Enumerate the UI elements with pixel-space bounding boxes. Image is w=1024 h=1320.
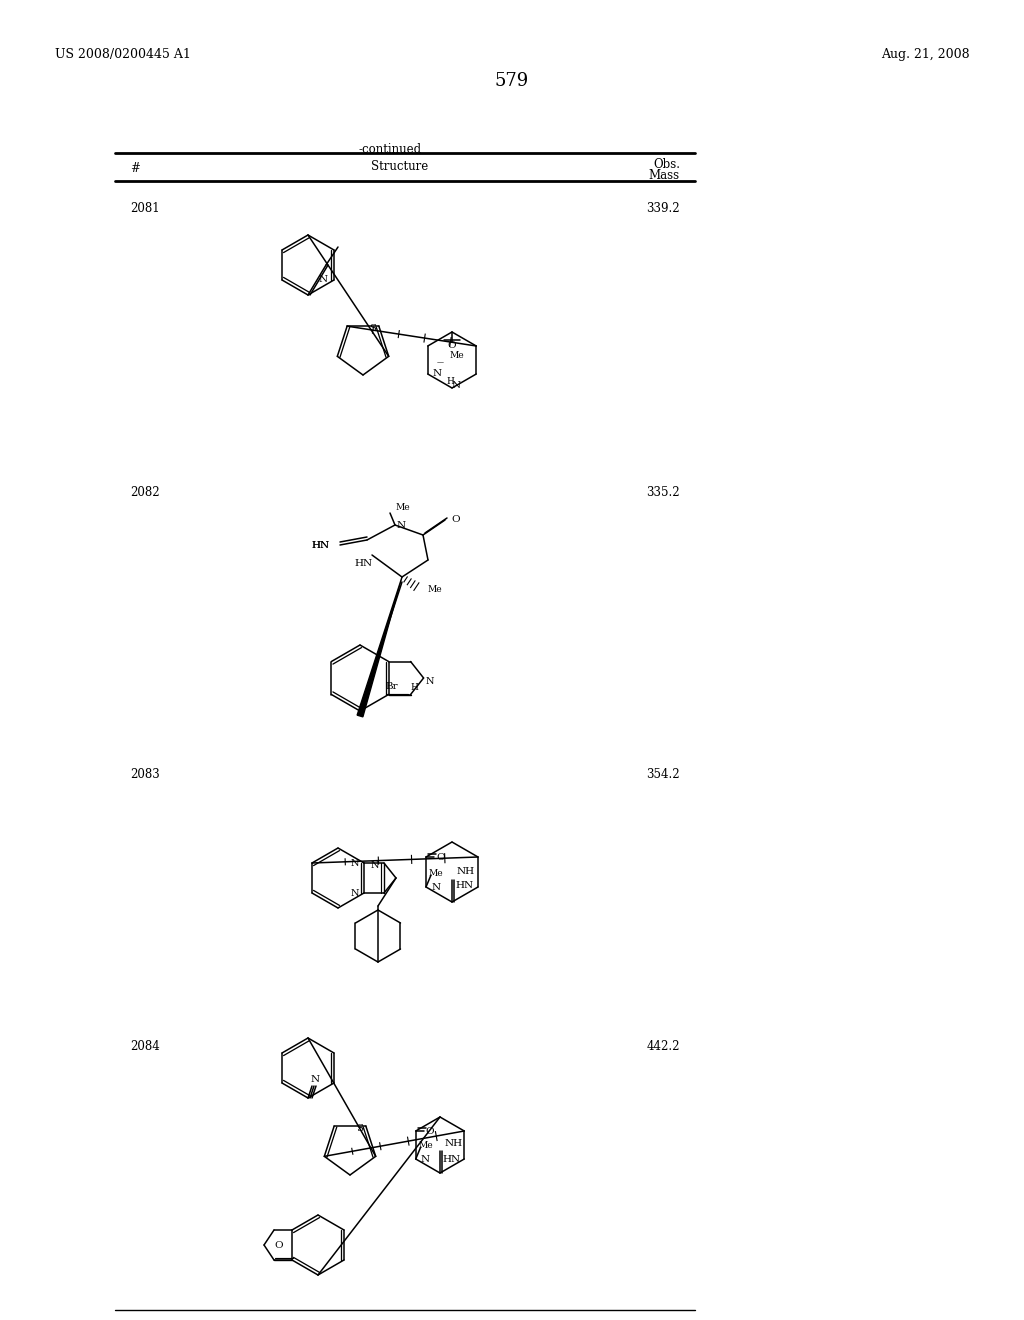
Text: Mass: Mass <box>649 169 680 182</box>
Text: HN: HN <box>312 540 330 549</box>
Text: S: S <box>369 323 376 333</box>
Text: Aug. 21, 2008: Aug. 21, 2008 <box>882 48 970 61</box>
Text: N: N <box>431 883 440 891</box>
Text: #: # <box>130 162 140 176</box>
Text: HN: HN <box>354 558 373 568</box>
Text: 579: 579 <box>495 73 529 90</box>
Text: 2084: 2084 <box>130 1040 160 1053</box>
Text: O: O <box>426 1126 434 1135</box>
Text: N: N <box>452 380 461 389</box>
Text: HN: HN <box>442 1155 460 1163</box>
Text: Me: Me <box>429 869 443 878</box>
Text: —: — <box>436 358 443 366</box>
Text: Me: Me <box>395 503 410 512</box>
Text: N: N <box>350 858 359 867</box>
Text: H: H <box>446 376 454 385</box>
Text: N: N <box>433 370 442 379</box>
Text: N: N <box>371 861 379 870</box>
Text: H: H <box>411 684 419 693</box>
Text: Obs.: Obs. <box>653 158 680 172</box>
Text: 339.2: 339.2 <box>646 202 680 215</box>
Text: NH: NH <box>457 867 475 876</box>
Text: N: N <box>350 888 359 898</box>
Polygon shape <box>357 577 402 717</box>
Text: Me: Me <box>450 351 464 360</box>
Text: 2083: 2083 <box>130 768 160 781</box>
Text: S: S <box>355 1123 362 1133</box>
Text: Br: Br <box>386 682 398 690</box>
Text: 354.2: 354.2 <box>646 768 680 781</box>
Text: N: N <box>421 1155 430 1163</box>
Text: NH: NH <box>445 1138 463 1147</box>
Text: N: N <box>397 520 407 529</box>
Text: 442.2: 442.2 <box>646 1040 680 1053</box>
Text: Me: Me <box>419 1140 433 1150</box>
Text: N: N <box>310 1074 319 1084</box>
Text: O: O <box>451 516 460 524</box>
Text: N: N <box>426 676 434 685</box>
Text: Structure: Structure <box>372 160 429 173</box>
Text: -continued: -continued <box>358 143 422 156</box>
Text: O: O <box>447 342 457 351</box>
Text: Me: Me <box>428 585 442 594</box>
Text: HN: HN <box>312 540 330 549</box>
Text: US 2008/0200445 A1: US 2008/0200445 A1 <box>55 48 190 61</box>
Text: O: O <box>436 853 444 862</box>
Text: HN: HN <box>456 880 474 890</box>
Text: 2082: 2082 <box>130 486 160 499</box>
Text: 2081: 2081 <box>130 202 160 215</box>
Text: 335.2: 335.2 <box>646 486 680 499</box>
Text: N: N <box>318 276 328 285</box>
Text: O: O <box>274 1241 283 1250</box>
